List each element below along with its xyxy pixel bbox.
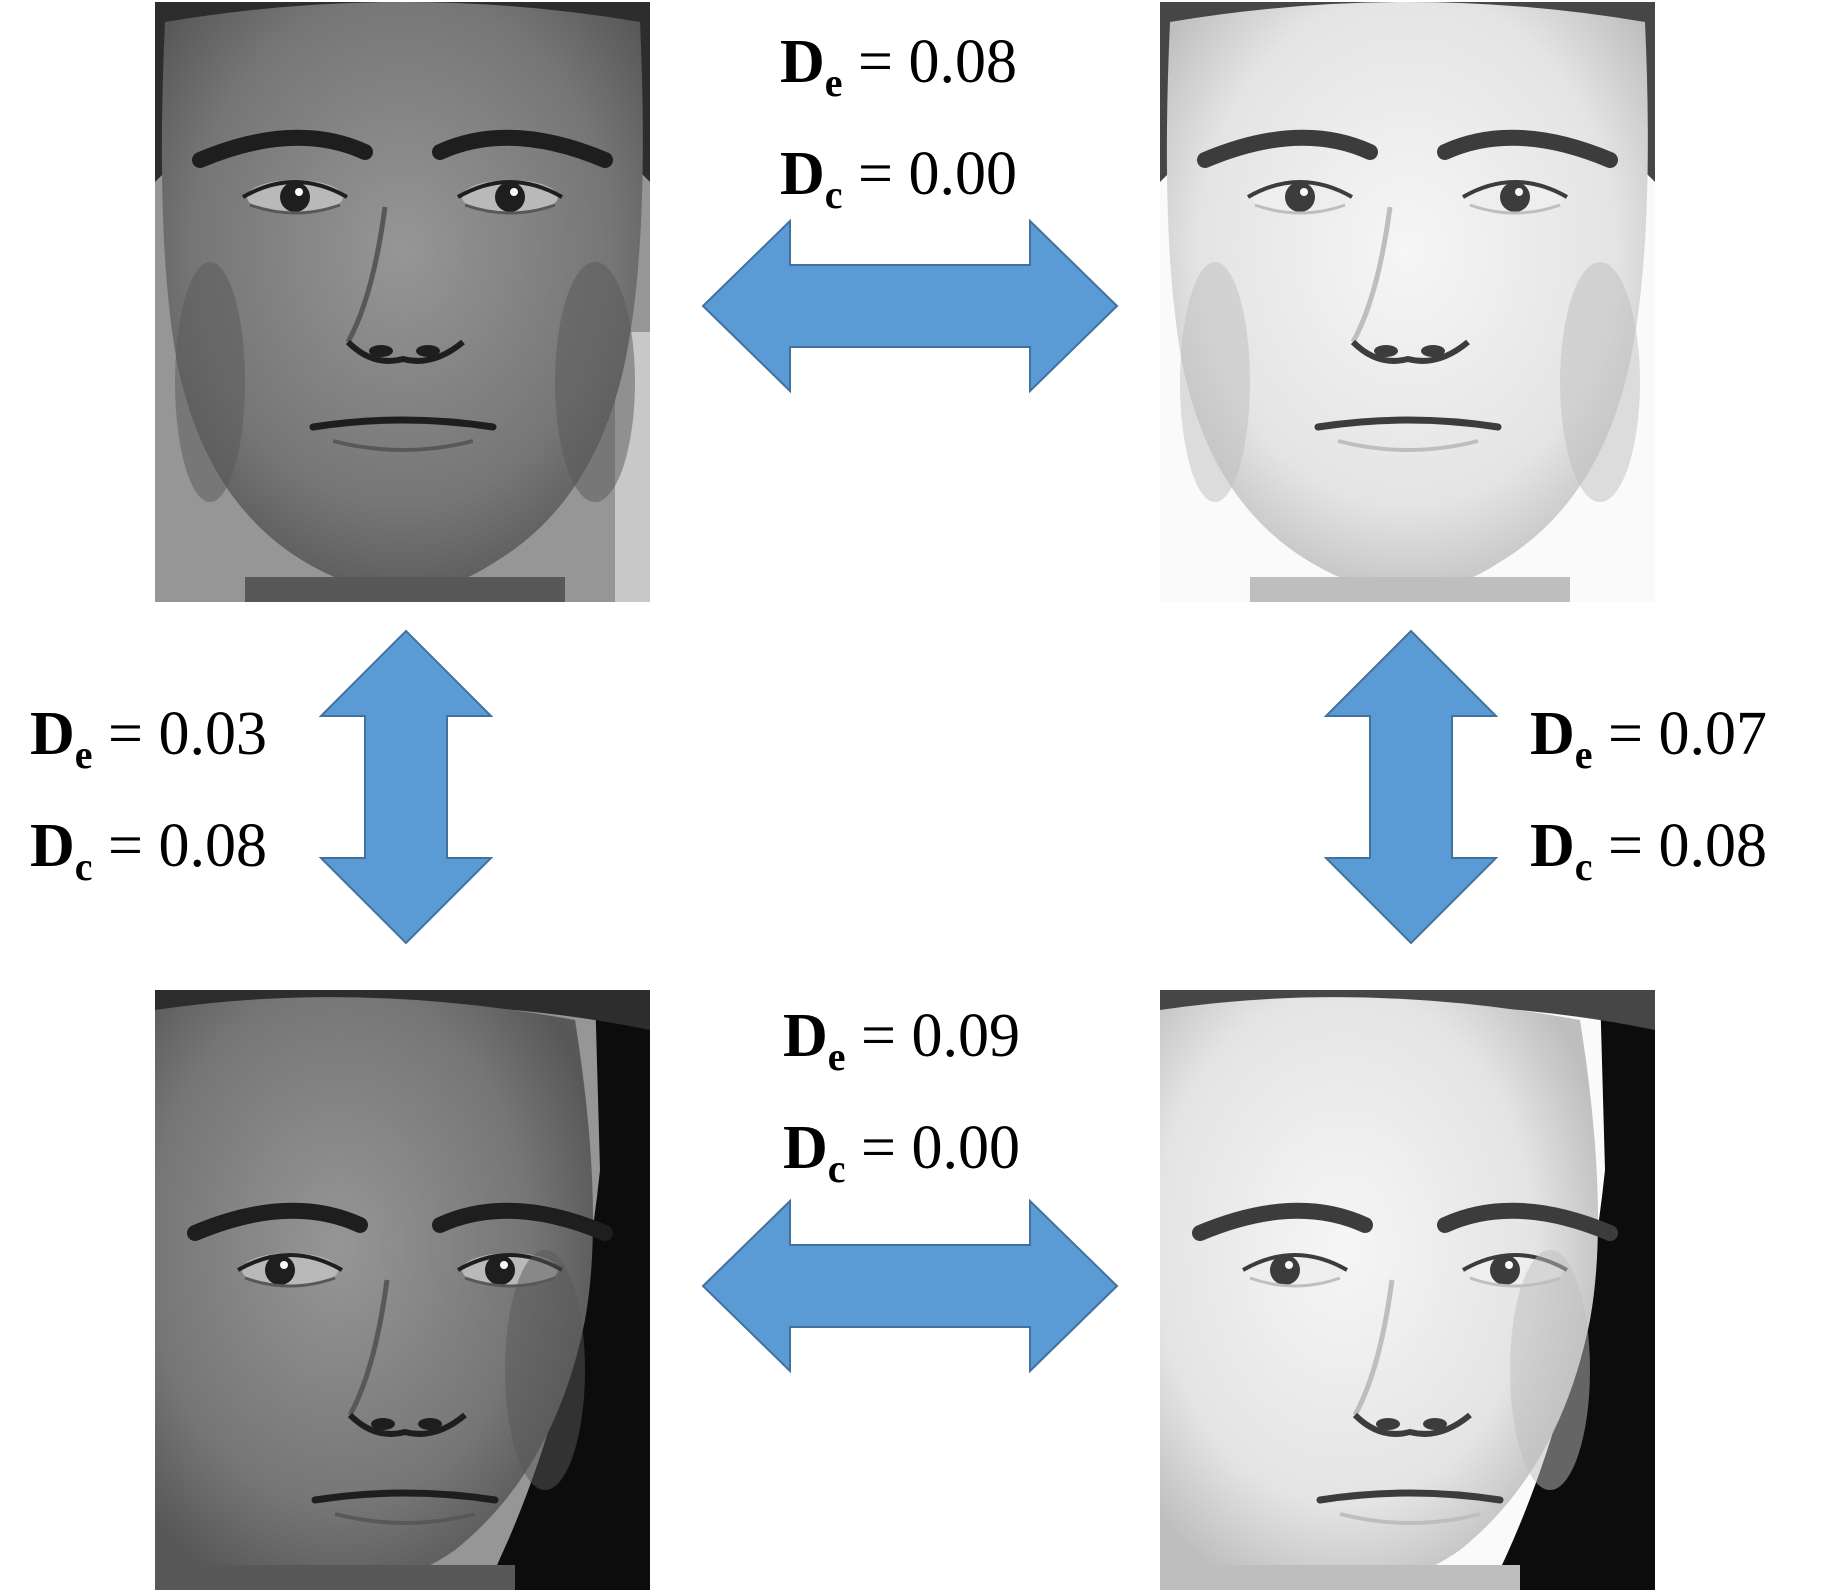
dc-symbol: D: [780, 140, 825, 208]
equals-sign: =: [1608, 700, 1643, 768]
dc-subscript: c: [825, 172, 843, 217]
label-top-dc: Dc = 0.00: [780, 118, 1017, 230]
label-top: De = 0.08 Dc = 0.00: [780, 6, 1017, 230]
face-photo-bottom-left: [155, 990, 650, 1590]
face-photo-icon: [1160, 990, 1655, 1590]
label-left: De = 0.03 Dc = 0.08: [30, 678, 267, 902]
equals-sign: =: [108, 812, 143, 880]
dc-symbol: D: [783, 1114, 828, 1182]
de-subscript: e: [828, 1034, 846, 1079]
face-photo-top-right: [1160, 2, 1655, 602]
de-value: 0.09: [912, 1002, 1021, 1070]
face-photo-icon: [155, 2, 650, 602]
label-bottom-de: De = 0.09: [783, 980, 1020, 1092]
label-bottom: De = 0.09 Dc = 0.00: [783, 980, 1020, 1204]
face-photo-top-left: [155, 2, 650, 602]
dc-subscript: c: [75, 844, 93, 889]
dc-value: 0.00: [912, 1114, 1021, 1182]
dc-symbol: D: [1530, 812, 1575, 880]
label-left-de: De = 0.03: [30, 678, 267, 790]
arrow-shape-right: [1326, 631, 1496, 943]
de-subscript: e: [825, 60, 843, 105]
face-photo-icon: [155, 990, 650, 1590]
equals-sign: =: [858, 28, 893, 96]
label-bottom-dc: Dc = 0.00: [783, 1092, 1020, 1204]
dc-value: 0.00: [909, 140, 1018, 208]
de-value: 0.07: [1659, 700, 1768, 768]
double-arrow-vertical-right: [1323, 628, 1499, 946]
equals-sign: =: [108, 700, 143, 768]
label-top-de: De = 0.08: [780, 6, 1017, 118]
dc-value: 0.08: [159, 812, 268, 880]
label-right-dc: Dc = 0.08: [1530, 790, 1767, 902]
face-photo-bottom-right: [1160, 990, 1655, 1590]
de-symbol: D: [783, 1002, 828, 1070]
label-right: De = 0.07 Dc = 0.08: [1530, 678, 1767, 902]
dc-subscript: c: [828, 1146, 846, 1191]
arrow-shape-top: [703, 221, 1117, 391]
equals-sign: =: [1608, 812, 1643, 880]
double-arrow-vertical-left: [318, 628, 494, 946]
double-arrow-horizontal-top: [700, 218, 1120, 394]
label-right-de: De = 0.07: [1530, 678, 1767, 790]
de-subscript: e: [1575, 732, 1593, 777]
de-symbol: D: [30, 700, 75, 768]
arrow-shape-left: [321, 631, 491, 943]
de-symbol: D: [1530, 700, 1575, 768]
equals-sign: =: [858, 140, 893, 208]
face-photo-icon: [1160, 2, 1655, 602]
dc-subscript: c: [1575, 844, 1593, 889]
de-symbol: D: [780, 28, 825, 96]
equals-sign: =: [861, 1114, 896, 1182]
label-left-dc: Dc = 0.08: [30, 790, 267, 902]
dc-symbol: D: [30, 812, 75, 880]
de-subscript: e: [75, 732, 93, 777]
arrow-shape-bottom: [703, 1201, 1117, 1371]
double-arrow-horizontal-bottom: [700, 1198, 1120, 1374]
dc-value: 0.08: [1659, 812, 1768, 880]
equals-sign: =: [861, 1002, 896, 1070]
de-value: 0.08: [909, 28, 1018, 96]
de-value: 0.03: [159, 700, 268, 768]
